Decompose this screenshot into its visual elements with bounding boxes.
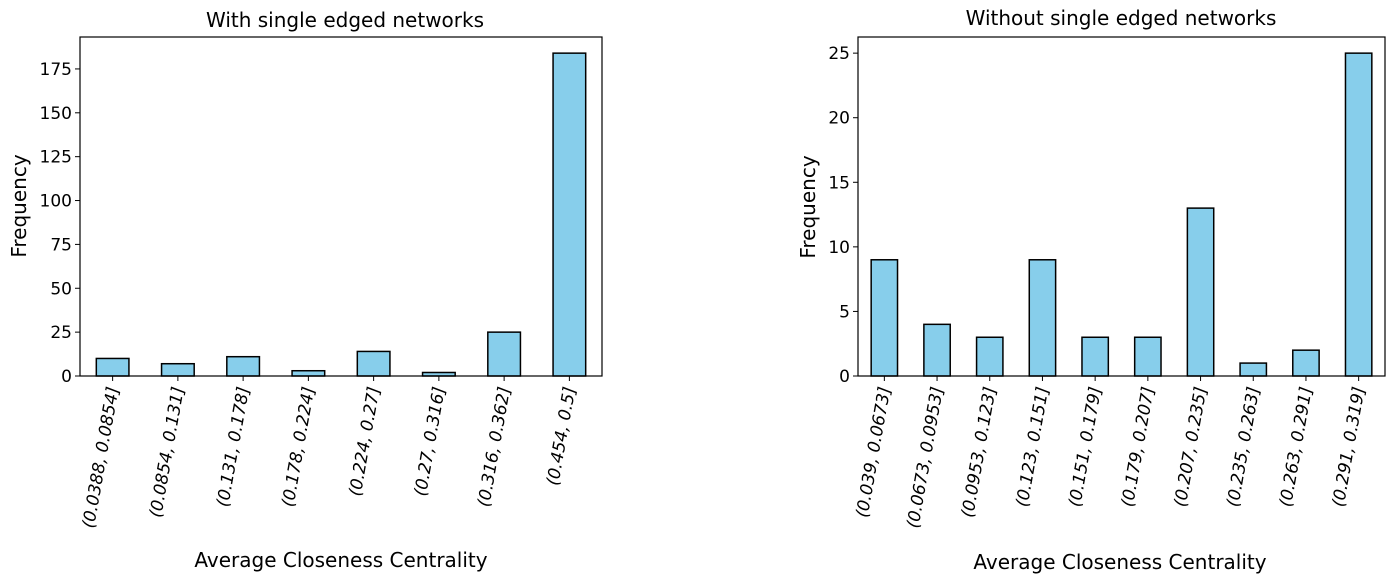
plot-frame [79, 36, 603, 377]
x-tick-label: (0.316, 0.362] [474, 385, 515, 508]
x-axis-ticks: (0.039, 0.0673] (0.0673, 0.0953] (0.0953, … [853, 376, 1370, 530]
x-tick-label: (0.454, 0.5] [543, 385, 580, 487]
bar-7 [1239, 362, 1268, 377]
bar-group [870, 52, 1373, 377]
x-tick-label: (0.178, 0.224] [279, 385, 320, 508]
bar-6 [487, 331, 522, 377]
bar-0 [95, 357, 130, 377]
chart-title: Without single edged networks [966, 6, 1277, 30]
x-tick-label: (0.224, 0.27] [346, 385, 385, 497]
chart-title: With single edged networks [206, 8, 484, 32]
y-tick-label: 25 [828, 44, 850, 64]
y-tick-label: 25 [50, 323, 72, 343]
x-tick-label: (0.123, 0.151] [1013, 385, 1054, 508]
y-tick-label: 75 [50, 235, 72, 255]
y-tick-label: 150 [40, 104, 72, 124]
bar-3 [291, 369, 326, 377]
y-axis-label: Frequency [796, 155, 820, 258]
y-axis-ticks: 0 25 50 75 100 125 150 175 [40, 60, 80, 387]
y-axis-ticks: 0 5 10 15 20 25 [828, 44, 858, 387]
y-tick-label: 125 [40, 148, 72, 168]
bar-2 [226, 355, 261, 377]
x-tick-label: (0.151, 0.179] [1065, 385, 1106, 508]
x-axis-label: Average Closeness Centrality [194, 548, 487, 572]
y-tick-label: 5 [839, 302, 850, 322]
chart-with-single-edged: With single edged networks Frequency Ave… [7, 8, 603, 572]
x-tick-label: (0.179, 0.207] [1118, 385, 1159, 508]
x-tick-label: (0.0953, 0.123] [958, 385, 1001, 519]
y-tick-label: 15 [828, 173, 850, 193]
y-tick-label: 50 [50, 279, 72, 299]
x-axis-ticks: (0.0388, 0.0854] (0.0854, 0.131] (0.131, 0… [79, 376, 580, 530]
bar-6 [1186, 207, 1215, 377]
x-tick-label: (0.291, 0.319] [1329, 385, 1370, 508]
bar-5 [1133, 336, 1162, 377]
y-axis-label: Frequency [7, 154, 31, 257]
y-tick-label: 10 [828, 238, 850, 258]
y-tick-label: 0 [61, 367, 72, 387]
x-tick-label: (0.263, 0.291] [1276, 385, 1317, 508]
x-tick-label: (0.131, 0.178] [213, 385, 254, 508]
y-tick-label: 20 [828, 109, 850, 129]
x-axis-label: Average Closeness Centrality [973, 550, 1266, 574]
bar-4 [356, 350, 391, 377]
bar-9 [1344, 52, 1373, 377]
y-tick-label: 0 [839, 367, 850, 387]
plot-frame [857, 36, 1386, 377]
y-tick-label: 100 [40, 192, 72, 212]
bar-0 [870, 259, 899, 377]
x-tick-label: (0.207, 0.235] [1171, 385, 1212, 508]
x-tick-label: (0.0854, 0.131] [146, 385, 189, 519]
x-tick-label: (0.235, 0.263] [1223, 385, 1264, 508]
bar-7 [552, 52, 587, 377]
x-tick-label: (0.0673, 0.0953] [903, 385, 948, 529]
bar-3 [1028, 259, 1057, 377]
y-tick-label: 175 [40, 60, 72, 80]
bar-8 [1292, 349, 1320, 377]
bar-4 [1081, 336, 1110, 377]
x-tick-label: (0.0388, 0.0854] [79, 385, 124, 529]
bar-group [95, 52, 587, 377]
x-tick-label: (0.039, 0.0673] [853, 385, 896, 519]
bar-1 [923, 323, 951, 377]
chart-without-single-edged: Without single edged networks Frequency … [796, 6, 1386, 574]
x-tick-label: (0.27, 0.316] [411, 385, 450, 497]
bar-2 [975, 336, 1004, 377]
bar-1 [160, 362, 195, 377]
